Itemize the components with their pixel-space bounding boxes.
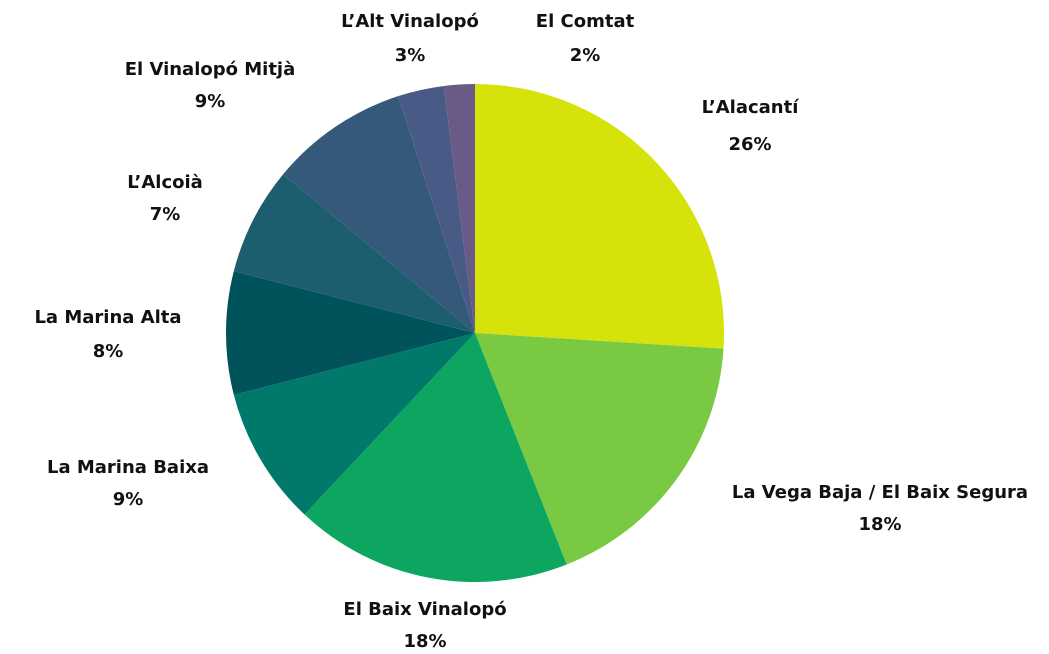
pie-slice: [283, 96, 475, 334]
slice-label: L’Alcoià: [127, 172, 203, 193]
pie-slice: [475, 333, 724, 565]
slice-value-label: 7%: [150, 204, 181, 225]
slice-value-label: 3%: [395, 45, 426, 66]
slice-value-label: 2%: [570, 45, 601, 66]
slice-label: El Vinalopó Mitjà: [125, 59, 296, 80]
slice-value-label: 26%: [728, 134, 771, 155]
pie-slice: [304, 333, 567, 582]
pie-slice: [233, 174, 475, 333]
slice-label: La Vega Baja / El Baix Segura: [732, 482, 1028, 503]
slice-label: El Comtat: [536, 11, 635, 32]
slice-value-label: 8%: [93, 341, 124, 362]
slice-value-label: 18%: [403, 631, 446, 652]
slice-label: La Marina Alta: [34, 307, 181, 328]
slice-value-label: 18%: [858, 514, 901, 535]
pie-slice: [398, 85, 475, 333]
pie-slice: [226, 271, 475, 395]
slice-label: L’Alt Vinalopó: [341, 11, 479, 32]
slice-label: El Baix Vinalopó: [343, 599, 506, 620]
pie-slice: [233, 333, 475, 515]
pie-slice: [443, 84, 475, 333]
slice-label: La Marina Baixa: [47, 457, 209, 478]
slice-label: L’Alacantí: [702, 97, 800, 118]
pie-slice: [475, 84, 724, 349]
slice-value-label: 9%: [113, 489, 144, 510]
slice-value-label: 9%: [195, 91, 226, 112]
